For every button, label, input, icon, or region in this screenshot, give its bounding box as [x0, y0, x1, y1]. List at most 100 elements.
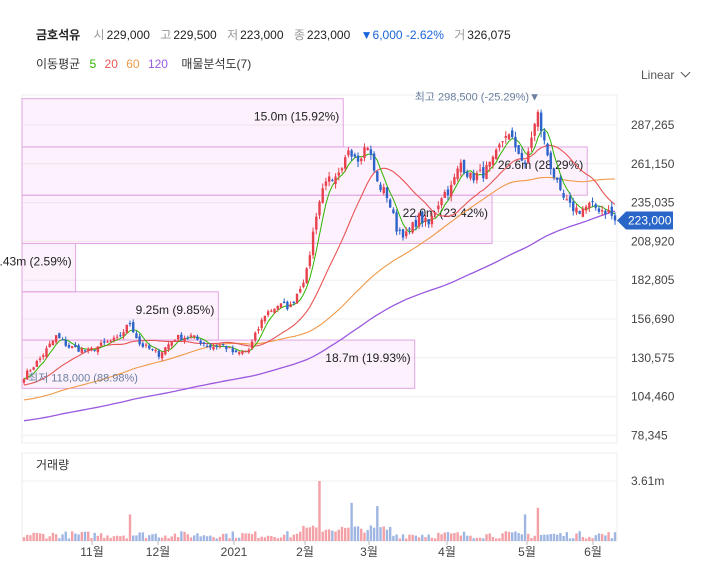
price-tick-label: 182,805	[631, 273, 675, 287]
candle	[90, 347, 93, 351]
candle	[559, 177, 562, 190]
x-axis-label: 11월	[80, 545, 104, 559]
volume-bar	[613, 532, 617, 541]
candle	[523, 162, 527, 165]
candle	[334, 176, 337, 185]
volume-bar	[578, 531, 581, 541]
candle	[305, 268, 308, 283]
volume-profile-label: 15.0m (15.92%)	[254, 110, 339, 124]
x-axis-label: 12월	[146, 545, 170, 559]
volume-bar	[209, 535, 212, 541]
candle	[379, 184, 382, 191]
volume-bar	[331, 530, 334, 541]
volume-profile-label: 26.6m (28.29%)	[498, 158, 583, 172]
volume-bar	[462, 531, 466, 541]
candle	[565, 199, 569, 201]
candle	[199, 340, 202, 344]
candle	[228, 347, 231, 349]
volume-bar	[398, 538, 401, 541]
candle	[180, 334, 183, 341]
candle	[266, 311, 270, 316]
candle	[533, 123, 536, 136]
volume-bar	[421, 534, 424, 541]
volume-bar	[234, 537, 238, 541]
candle	[115, 336, 119, 338]
volume-bar	[99, 533, 103, 541]
volume-bar	[103, 537, 106, 541]
volume-panel: 거래량 3.61m 11월 12월 2021 2월 3월 4월 5월 6월	[21, 452, 664, 559]
volume-bar	[26, 534, 29, 541]
candle	[315, 216, 318, 230]
volume-bar	[196, 533, 199, 541]
volume-bar	[263, 537, 267, 541]
candle	[234, 350, 238, 353]
candle	[279, 303, 283, 308]
volume-bar	[376, 506, 379, 541]
volume-bar	[552, 533, 556, 541]
volume-bar	[215, 538, 218, 541]
candle	[385, 187, 389, 199]
candle	[205, 345, 209, 347]
volume-bar	[388, 526, 392, 541]
volume-bar	[77, 534, 80, 541]
volume-bar	[193, 535, 196, 541]
volume-bar	[575, 533, 578, 541]
volume-bar	[74, 533, 77, 541]
volume-bar	[517, 532, 520, 541]
scale-toggle[interactable]: Linear	[641, 67, 691, 82]
volume-bar	[337, 529, 340, 541]
volume-bar	[372, 527, 376, 541]
candle	[440, 198, 443, 206]
quote-header: 금호석유 시 229,000 고 229,500 저 223,000 종 223,000…	[36, 26, 518, 43]
candle	[176, 334, 180, 340]
ma-legend[interactable]: 이동평균 5 20 60 120 매물분석도(7)	[36, 55, 256, 72]
low-label: 저	[227, 28, 239, 42]
candle	[292, 301, 296, 304]
volume-bar	[523, 514, 527, 541]
price-tick-label: 261,150	[631, 157, 675, 171]
candle	[353, 154, 357, 157]
candle	[125, 324, 128, 333]
candle	[584, 206, 588, 211]
volume-bar	[353, 526, 357, 541]
candle	[331, 179, 334, 181]
volume-bar	[311, 525, 315, 541]
price-tick-label: 156,690	[631, 312, 675, 326]
volume-bar	[369, 525, 373, 541]
candle	[417, 213, 421, 227]
candle	[536, 111, 540, 127]
volume-bar	[527, 533, 530, 541]
candle	[193, 335, 196, 338]
volume-bar	[363, 532, 366, 541]
volume-bar	[96, 535, 100, 541]
candle	[449, 184, 453, 197]
candle	[45, 348, 48, 358]
candle	[469, 172, 472, 179]
candle	[446, 189, 450, 196]
candle	[238, 352, 241, 354]
volume-bar	[61, 534, 64, 541]
candle	[128, 323, 132, 325]
volume-bar	[584, 538, 588, 541]
candle	[154, 350, 157, 352]
volume-bar	[141, 532, 145, 541]
volume-bar	[559, 533, 562, 541]
volume-bar	[289, 537, 292, 541]
candle	[74, 344, 77, 348]
volume-bar	[228, 538, 231, 541]
volume-bar	[64, 531, 67, 541]
volume-bar	[180, 531, 183, 541]
candle	[478, 169, 482, 171]
volume-bar	[199, 536, 202, 541]
candle	[151, 349, 154, 351]
volume-bar	[167, 538, 170, 541]
volume-bar	[414, 535, 418, 541]
candle	[170, 341, 173, 346]
candle	[244, 350, 247, 353]
candle	[103, 341, 106, 343]
candle	[93, 349, 96, 351]
volume-bar	[183, 531, 186, 541]
volume-bar	[504, 531, 507, 541]
candle	[610, 206, 613, 216]
